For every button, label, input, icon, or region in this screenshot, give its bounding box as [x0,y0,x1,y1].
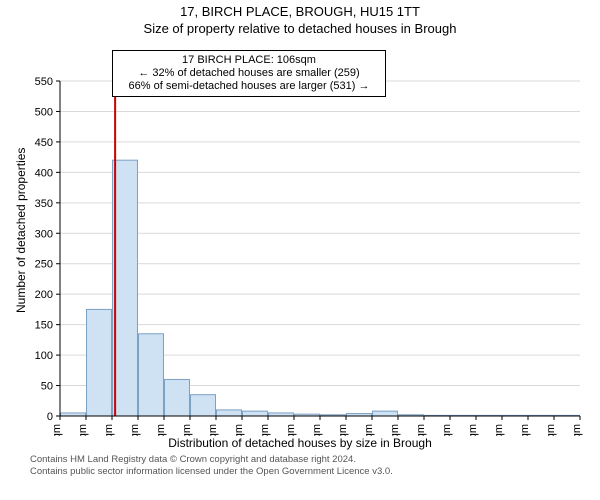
svg-text:982sqm: 982sqm [571,424,583,436]
svg-text:442sqm: 442sqm [285,424,297,436]
svg-text:491sqm: 491sqm [311,424,323,436]
svg-text:550: 550 [35,76,53,88]
x-axis-label: Distribution of detached houses by size … [0,436,600,450]
svg-text:150: 150 [35,320,53,332]
info-line-3: 66% of semi-detached houses are larger (… [119,80,379,93]
svg-text:300: 300 [35,228,53,240]
svg-text:786sqm: 786sqm [467,424,479,436]
svg-text:500: 500 [35,106,53,118]
svg-text:50: 50 [41,381,53,393]
svg-text:393sqm: 393sqm [259,424,271,436]
svg-text:0sqm: 0sqm [51,424,63,436]
svg-text:933sqm: 933sqm [545,424,557,436]
info-box: 17 BIRCH PLACE: 106sqm ← 32% of detached… [112,50,386,97]
info-line-2: ← 32% of detached houses are smaller (25… [119,67,379,80]
page-subtitle: Size of property relative to detached ho… [0,19,600,36]
svg-text:350: 350 [35,198,53,210]
svg-text:589sqm: 589sqm [363,424,375,436]
svg-text:687sqm: 687sqm [415,424,427,436]
footer-line-1: Contains HM Land Registry data © Crown c… [30,454,600,466]
svg-text:450: 450 [35,137,53,149]
svg-text:884sqm: 884sqm [519,424,531,436]
svg-text:147sqm: 147sqm [129,424,141,436]
svg-text:200: 200 [35,289,53,301]
footer: Contains HM Land Registry data © Crown c… [0,450,600,478]
svg-text:49sqm: 49sqm [77,424,89,436]
chart-container: 17, BIRCH PLACE, BROUGH, HU15 1TT Size o… [0,0,600,500]
page-title: 17, BIRCH PLACE, BROUGH, HU15 1TT [0,0,600,19]
svg-text:737sqm: 737sqm [441,424,453,436]
svg-text:100: 100 [35,350,53,362]
footer-line-2: Contains public sector information licen… [30,466,600,478]
svg-text:0: 0 [47,411,53,423]
svg-text:344sqm: 344sqm [233,424,245,436]
svg-text:250: 250 [35,259,53,271]
svg-text:196sqm: 196sqm [155,424,167,436]
svg-text:835sqm: 835sqm [493,424,505,436]
svg-text:400: 400 [35,167,53,179]
y-axis-label: Number of detached properties [14,147,28,312]
svg-text:98sqm: 98sqm [103,424,115,436]
svg-text:246sqm: 246sqm [181,424,193,436]
svg-text:295sqm: 295sqm [207,424,219,436]
svg-text:638sqm: 638sqm [389,424,401,436]
svg-text:540sqm: 540sqm [337,424,349,436]
info-line-1: 17 BIRCH PLACE: 106sqm [119,54,379,67]
